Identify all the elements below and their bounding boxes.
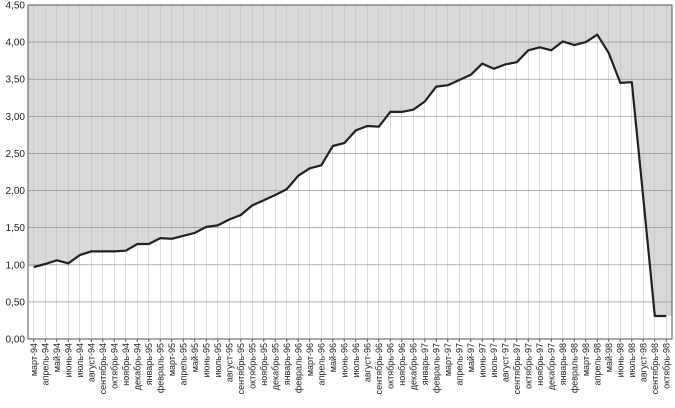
x-tick-label: октябрь-96 — [385, 343, 395, 389]
x-tick-label: март-98 — [581, 343, 591, 376]
x-tick-label: июль-97 — [489, 343, 499, 378]
plot-border — [27, 4, 673, 340]
x-tick-label: декабрь-94 — [132, 343, 142, 390]
x-tick-label: июнь-95 — [201, 343, 211, 377]
x-tick-label: февраль-97 — [431, 343, 441, 393]
area — [28, 34, 672, 339]
x-tick-label: февраль-96 — [293, 343, 303, 393]
x-tick-label: июнь-96 — [339, 343, 349, 377]
line — [33, 33, 667, 318]
x-tick-label: май-96 — [328, 343, 338, 372]
x-tick-label: апрель-98 — [592, 343, 602, 386]
x-tick-label: март-96 — [305, 343, 315, 376]
x-tick-label: март-97 — [443, 343, 453, 376]
x-tick-label: сентябрь-95 — [236, 343, 246, 394]
x-tick-label: ноябрь-97 — [535, 343, 545, 386]
x-tick-label: май-94 — [52, 343, 62, 372]
x-tick-label: март-95 — [167, 343, 177, 376]
x-tick-label: январь-95 — [144, 343, 154, 385]
x-tick-label: август-97 — [500, 343, 510, 382]
y-tick-label: 1,00 — [6, 260, 26, 271]
x-tick-label: февраль-98 — [569, 343, 579, 393]
x-tick-label: декабрь-95 — [270, 343, 280, 390]
x-tick-label: май-98 — [604, 343, 614, 372]
y-tick-label: 0,50 — [6, 297, 26, 308]
x-tick-label: сентябрь-97 — [512, 343, 522, 394]
x-tick-label: ноябрь-96 — [397, 343, 407, 386]
x-tick-label: июль-98 — [627, 343, 637, 378]
x-tick-label: декабрь-97 — [546, 343, 556, 390]
x-tick-label: июль-96 — [351, 343, 361, 378]
x-tick-label: ноябрь-95 — [259, 343, 269, 386]
x-tick-label: апрель-96 — [316, 343, 326, 386]
x-tick-label: август-95 — [224, 343, 234, 382]
x-tick-label: май-97 — [466, 343, 476, 372]
x-tick-label: декабрь-96 — [408, 343, 418, 390]
x-tick-label: январь-97 — [420, 343, 430, 385]
x-tick-label: август-98 — [638, 343, 648, 382]
y-tick-label: 4,50 — [6, 1, 26, 12]
x-tick-label: июль-95 — [213, 343, 223, 378]
x-tick-label: май-95 — [190, 343, 200, 372]
x-tick-label: июнь-94 — [63, 343, 73, 377]
x-tick-label: январь-98 — [558, 343, 568, 385]
x-tick-label: ноябрь-94 — [121, 343, 131, 386]
x-tick-label: август-94 — [86, 343, 96, 382]
x-tick-label: июнь-97 — [477, 343, 487, 377]
x-tick-label: февраль-95 — [155, 343, 165, 393]
y-tick-label: 3,00 — [6, 112, 26, 123]
x-tick-label: август-96 — [362, 343, 372, 382]
x-tick-label: апрель-95 — [178, 343, 188, 386]
x-tick-label: апрель-94 — [40, 343, 50, 386]
y-tick-label: 4,00 — [6, 38, 26, 49]
x-tick-label: март-94 — [29, 343, 39, 376]
x-tick-label: январь-96 — [282, 343, 292, 385]
x-tick-label: сентябрь-98 — [650, 343, 660, 394]
y-tick-label: 0,00 — [6, 335, 26, 346]
x-tick-label: июль-94 — [75, 343, 85, 378]
y-tick-label: 2,00 — [6, 186, 26, 197]
y-tick-label: 2,50 — [6, 149, 26, 160]
x-tick-label: сентябрь-94 — [98, 343, 108, 394]
y-tick-label: 1,50 — [6, 223, 26, 234]
x-tick-label: октябрь-95 — [247, 343, 257, 389]
x-tick-label: октябрь-97 — [523, 343, 533, 389]
y-tick-label: 3,50 — [6, 75, 26, 86]
x-tick-label: июнь-98 — [615, 343, 625, 377]
x-tick-label: апрель-97 — [454, 343, 464, 386]
x-tick-label: октябрь-98 — [661, 343, 671, 389]
x-tick-label: сентябрь-96 — [374, 343, 384, 394]
x-tick-label: октябрь-94 — [109, 343, 119, 389]
